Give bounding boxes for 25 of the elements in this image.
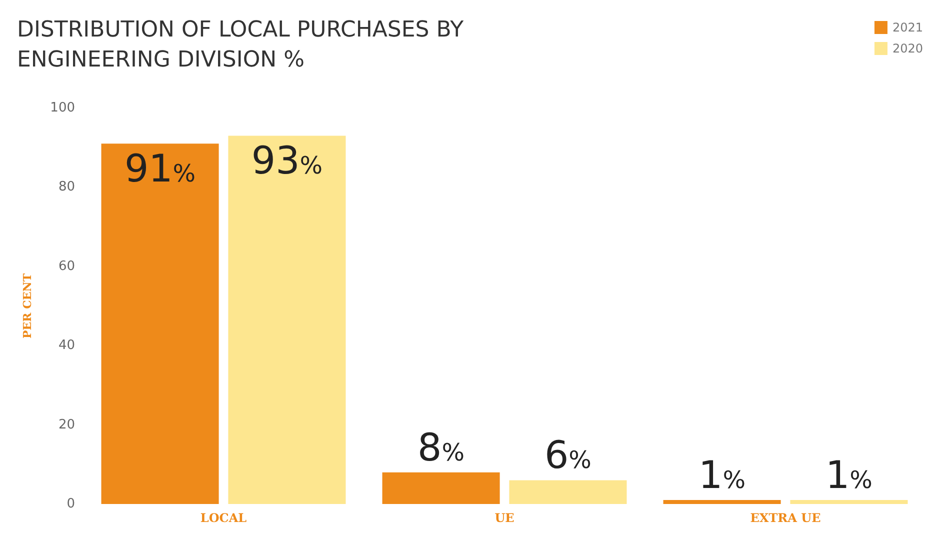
bar	[663, 500, 781, 504]
bar	[509, 480, 627, 504]
data-label: 6%	[544, 433, 592, 478]
y-axis-title: PER CENT	[21, 272, 34, 339]
chart-title: DISTRIBUTION OF LOCAL PURCHASES BY ENGINEERING DIVISION %	[17, 18, 471, 72]
legend-label: 2020	[892, 42, 924, 56]
y-tick-label: 60	[58, 258, 75, 274]
y-tick-label: 100	[50, 100, 75, 116]
data-label: 8%	[418, 425, 465, 470]
legend-label: 2021	[892, 20, 924, 34]
x-tick-label: EXTRA UE	[750, 511, 821, 525]
data-label: 1%	[698, 453, 746, 498]
x-tick-label: LOCAL	[200, 511, 248, 525]
y-tick-label: 20	[58, 417, 75, 432]
data-label: 93%	[251, 138, 323, 183]
x-tick-label: UE	[494, 511, 514, 525]
bar	[790, 500, 908, 504]
y-tick-label: 40	[58, 338, 75, 354]
bar	[101, 144, 219, 504]
bar	[382, 472, 500, 504]
y-tick-label: 0	[66, 496, 75, 512]
bar	[228, 136, 346, 504]
data-label: 1%	[825, 453, 872, 498]
y-tick-label: 80	[58, 180, 75, 195]
data-label: 91%	[124, 146, 196, 191]
